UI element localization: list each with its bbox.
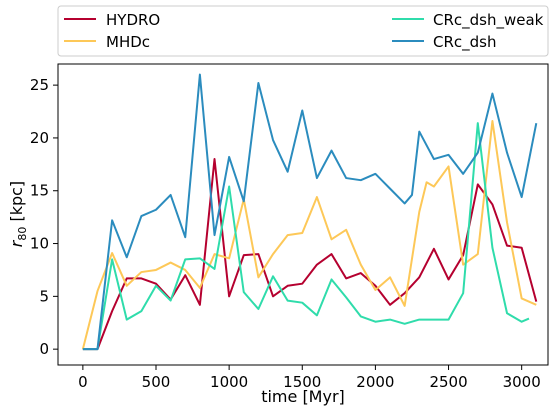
y-axis-label-main: r	[7, 239, 26, 247]
legend-frame	[57, 5, 549, 57]
legend-label-mhdc: MHDc	[106, 33, 150, 51]
y-axis-label-subscript: 80	[16, 227, 29, 241]
legend-label-crc-dsh-weak: CRc_dsh_weak	[433, 11, 544, 30]
y-tick-label: 20	[30, 129, 49, 147]
series-line-crc-dsh-weak	[82, 122, 530, 351]
x-tick-label: 1000	[210, 373, 248, 391]
series-line-crc-dsh	[82, 73, 538, 351]
y-axis-label-unit: [kpc]	[7, 181, 26, 227]
series-line-mhdc	[81, 120, 537, 350]
y-axis-ticks: 0 5 10 15 20 25	[30, 76, 58, 358]
x-axis-label: time [Myr]	[261, 387, 345, 406]
y-tick-label: 5	[39, 287, 49, 305]
y-tick-label: 10	[30, 235, 49, 253]
y-tick-label: 25	[30, 76, 49, 94]
series-line-hydro	[82, 158, 538, 351]
x-tick-label: 1500	[283, 373, 321, 391]
series-lines	[81, 73, 538, 351]
legend-label-crc-dsh: CRc_dsh	[433, 33, 497, 52]
x-tick-label: 500	[142, 373, 171, 391]
x-tick-label: 0	[78, 373, 88, 391]
x-tick-label: 2500	[429, 373, 467, 391]
legend-label-hydro: HYDRO	[106, 11, 160, 29]
y-tick-label: 0	[39, 340, 49, 358]
x-axis-ticks: 0 500 1000 1500 2000 2500 3000	[78, 365, 541, 391]
legend: HYDRO MHDc CRc_dsh_weak CRc_dsh	[57, 5, 549, 57]
y-axis-label: r80 [kpc]	[7, 181, 29, 247]
plot-frame	[57, 63, 549, 366]
y-tick-label: 15	[30, 182, 49, 200]
x-tick-label: 2000	[356, 373, 394, 391]
x-tick-label: 3000	[503, 373, 541, 391]
